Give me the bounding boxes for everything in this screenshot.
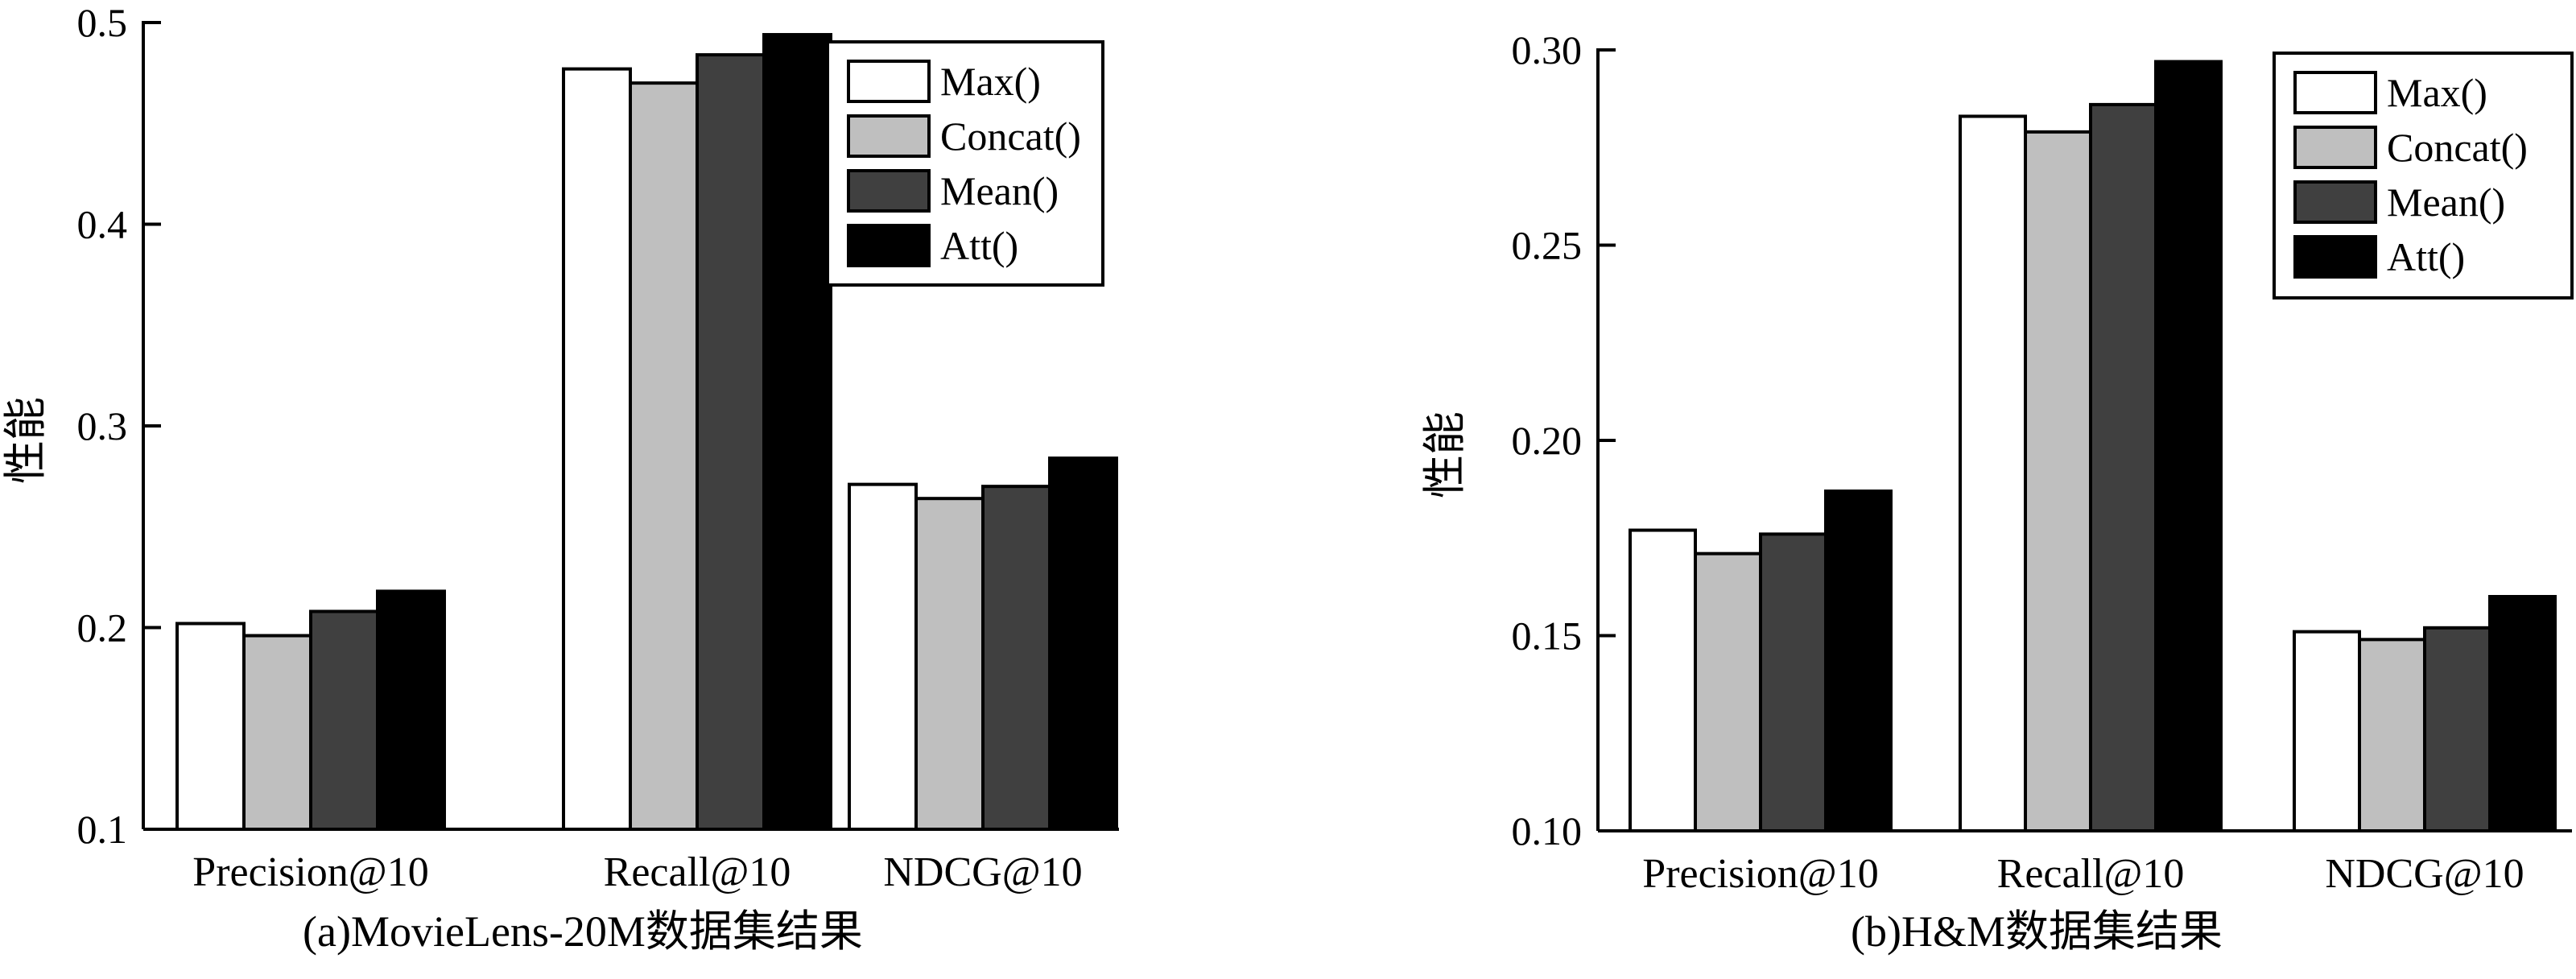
x-tick-label: Recall@10 (1997, 851, 2185, 897)
bar (376, 589, 446, 831)
legend-label: Concat() (940, 114, 1081, 159)
legend-swatch (2293, 71, 2377, 114)
chart-panel-a: 0.1 0.2 0.3 0.4 0.5 Precision@10 Recall@10 NDCG… (2, 0, 1119, 956)
legend-swatch (847, 169, 931, 213)
legend-label: Max() (2387, 70, 2487, 115)
legend-swatch (2293, 235, 2377, 279)
bar (2154, 60, 2223, 833)
bar (629, 81, 699, 831)
legend-swatch (847, 224, 931, 267)
legend-swatch (2293, 126, 2377, 169)
bar (1959, 114, 2027, 832)
bar (1629, 528, 1697, 832)
legend-label: Mean() (2387, 180, 2505, 225)
legend-label: Concat() (2387, 125, 2528, 170)
chart-caption: (b)H&M数据集结果 (1851, 907, 2223, 956)
bar (562, 67, 632, 832)
legend-label: Max() (940, 59, 1041, 104)
y-tick-label: 0.1 (77, 807, 128, 852)
y-tick-label: 0.10 (1512, 808, 1583, 853)
bar (2089, 102, 2157, 832)
legend-swatch (847, 60, 931, 103)
bar (1694, 551, 1762, 833)
y-tick-label: 0.25 (1512, 223, 1583, 268)
x-tick-label: Precision@10 (1642, 851, 1878, 897)
bar (2024, 130, 2092, 833)
y-axis-label: 性能 (1421, 411, 1469, 498)
bar (914, 497, 985, 831)
bar (309, 609, 379, 832)
chart-panel-b: 0.10 0.15 0.20 0.25 0.30 Precision@10 Recall@1… (1421, 27, 2574, 956)
y-tick-label: 0.30 (1512, 27, 1583, 72)
x-tick-label: Recall@10 (604, 849, 791, 895)
bar (1048, 456, 1118, 832)
legend: Max() Concat() Mean() Att() (826, 40, 1104, 287)
y-tick-label: 0.20 (1512, 418, 1583, 463)
bar (242, 634, 312, 832)
legend-label: Att() (2387, 234, 2465, 279)
bar (2358, 638, 2426, 832)
x-tick-label: NDCG@10 (2325, 851, 2524, 897)
y-tick-label: 0.4 (77, 202, 128, 247)
bar (2293, 630, 2361, 833)
legend-swatch (2293, 180, 2377, 224)
legend: Max() Concat() Mean() Att() (2273, 52, 2574, 299)
legend-swatch (847, 114, 931, 158)
bar (696, 53, 766, 831)
bar (762, 33, 832, 831)
legend-label: Att() (940, 223, 1018, 268)
bar (175, 622, 246, 831)
legend-label: Mean() (940, 168, 1059, 213)
bar (2423, 626, 2491, 832)
x-tick-label: Precision@10 (192, 849, 428, 895)
x-tick-label: NDCG@10 (883, 849, 1082, 895)
chart-caption: (a)MovieLens-20M数据集结果 (303, 907, 863, 956)
y-axis-label: 性能 (2, 397, 50, 484)
bar (981, 485, 1051, 832)
bar (2488, 595, 2557, 832)
y-tick-label: 0.5 (77, 0, 128, 45)
y-tick-label: 0.2 (77, 605, 128, 651)
y-tick-label: 0.15 (1512, 613, 1583, 659)
bar (1824, 490, 1893, 832)
bar (1759, 532, 1827, 833)
y-tick-label: 0.3 (77, 403, 128, 448)
bar (848, 482, 918, 832)
